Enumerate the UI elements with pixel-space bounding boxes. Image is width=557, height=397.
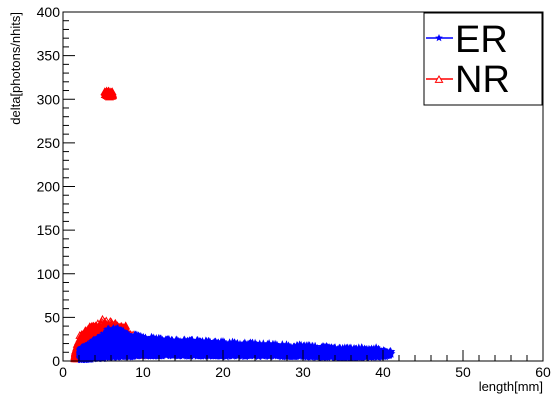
- x-tick-label: 50: [455, 364, 471, 380]
- er-point: [240, 351, 250, 360]
- er-point: [314, 346, 325, 355]
- er-point: [269, 344, 279, 354]
- x-tick-label: 10: [135, 364, 151, 380]
- y-tick-label: 300: [37, 91, 61, 107]
- er-point: [228, 349, 238, 359]
- er-point: [257, 344, 267, 354]
- er-point: [225, 339, 235, 349]
- er-point: [167, 349, 177, 358]
- legend-er-marker: [435, 34, 443, 42]
- y-tick-label: 50: [44, 309, 60, 325]
- er-point: [150, 335, 160, 345]
- legend-nr-label: NR: [455, 59, 510, 101]
- er-point: [128, 350, 139, 360]
- y-axis-title: delta[photons/nhits]: [8, 12, 23, 125]
- legend-er-label: ER: [455, 19, 508, 61]
- er-point: [134, 347, 145, 357]
- y-tick-label: 250: [37, 135, 61, 151]
- axes: 0 10 20 30 40 50 60 0 50 100 150 200 250 300 350 400: [37, 4, 551, 380]
- er-point: [366, 348, 376, 358]
- er-point: [292, 344, 302, 354]
- er-point: [145, 348, 155, 357]
- y-tick-label: 400: [37, 4, 61, 20]
- x-tick-label: 20: [215, 364, 231, 380]
- legend: ER NR: [423, 12, 543, 106]
- x-tick-label: 40: [375, 364, 391, 380]
- er-point: [157, 347, 167, 356]
- er-point: [379, 346, 389, 355]
- y-tick-label: 100: [37, 266, 61, 282]
- er-point: [209, 350, 219, 360]
- er-point: [153, 343, 163, 353]
- nr-point: [90, 325, 100, 334]
- y-tick-label: 0: [52, 353, 60, 369]
- data-points-layer: [70, 86, 396, 364]
- x-tick-label: 0: [59, 364, 67, 380]
- er-point: [118, 334, 128, 344]
- er-point: [118, 346, 128, 356]
- er-point: [88, 343, 98, 352]
- er-point: [110, 325, 120, 335]
- legend-entry-er: ER: [426, 19, 508, 61]
- er-point: [338, 347, 349, 357]
- y-tick-label: 200: [37, 179, 61, 195]
- x-axis-title: length[mm]: [479, 379, 543, 394]
- legend-box: [423, 12, 543, 106]
- er-point: [198, 341, 208, 351]
- legend-entry-nr: NR: [426, 59, 510, 101]
- er-point: [119, 340, 129, 349]
- er-point: [247, 347, 257, 357]
- legend-nr-marker: [434, 74, 444, 83]
- nr-point: [73, 338, 83, 347]
- nr-point: [89, 321, 99, 330]
- er-point: [113, 336, 123, 346]
- er-point: [202, 345, 213, 355]
- er-point: [129, 343, 139, 353]
- er-point: [108, 335, 119, 345]
- er-point: [117, 330, 127, 339]
- y-tick-label: 150: [37, 222, 61, 238]
- nr-point: [85, 329, 95, 338]
- er-point: [171, 350, 181, 359]
- er-point: [191, 346, 201, 356]
- x-tick-label: 60: [535, 364, 551, 380]
- er-point: [235, 348, 245, 358]
- er-point: [204, 339, 214, 348]
- er-point: [76, 346, 86, 356]
- er-point: [329, 347, 339, 357]
- er-point: [173, 342, 183, 351]
- er-point: [138, 337, 148, 347]
- y-tick-label: 350: [37, 48, 61, 64]
- er-point: [306, 348, 316, 357]
- er-point: [130, 332, 140, 341]
- er-point: [103, 324, 113, 334]
- er-point: [162, 343, 172, 353]
- er-point: [80, 350, 90, 360]
- x-axis-ticks: 0 10 20 30 40 50 60: [59, 350, 551, 380]
- er-point: [210, 338, 221, 348]
- er-point: [233, 344, 243, 353]
- er-point: [239, 346, 249, 356]
- er-point: [89, 350, 99, 360]
- er-point: [253, 351, 263, 361]
- x-tick-label: 30: [295, 364, 311, 380]
- er-point: [112, 347, 122, 357]
- er-point: [310, 350, 320, 360]
- er-point: [180, 339, 190, 348]
- er-point: [156, 334, 166, 343]
- y-axis-ticks: 0 50 100 150 200 250 300 350 400: [37, 4, 75, 369]
- er-point: [106, 339, 116, 349]
- nr-cluster-point: [107, 91, 117, 100]
- er-point: [93, 334, 103, 344]
- er-point: [159, 338, 170, 348]
- er-point: [100, 347, 110, 357]
